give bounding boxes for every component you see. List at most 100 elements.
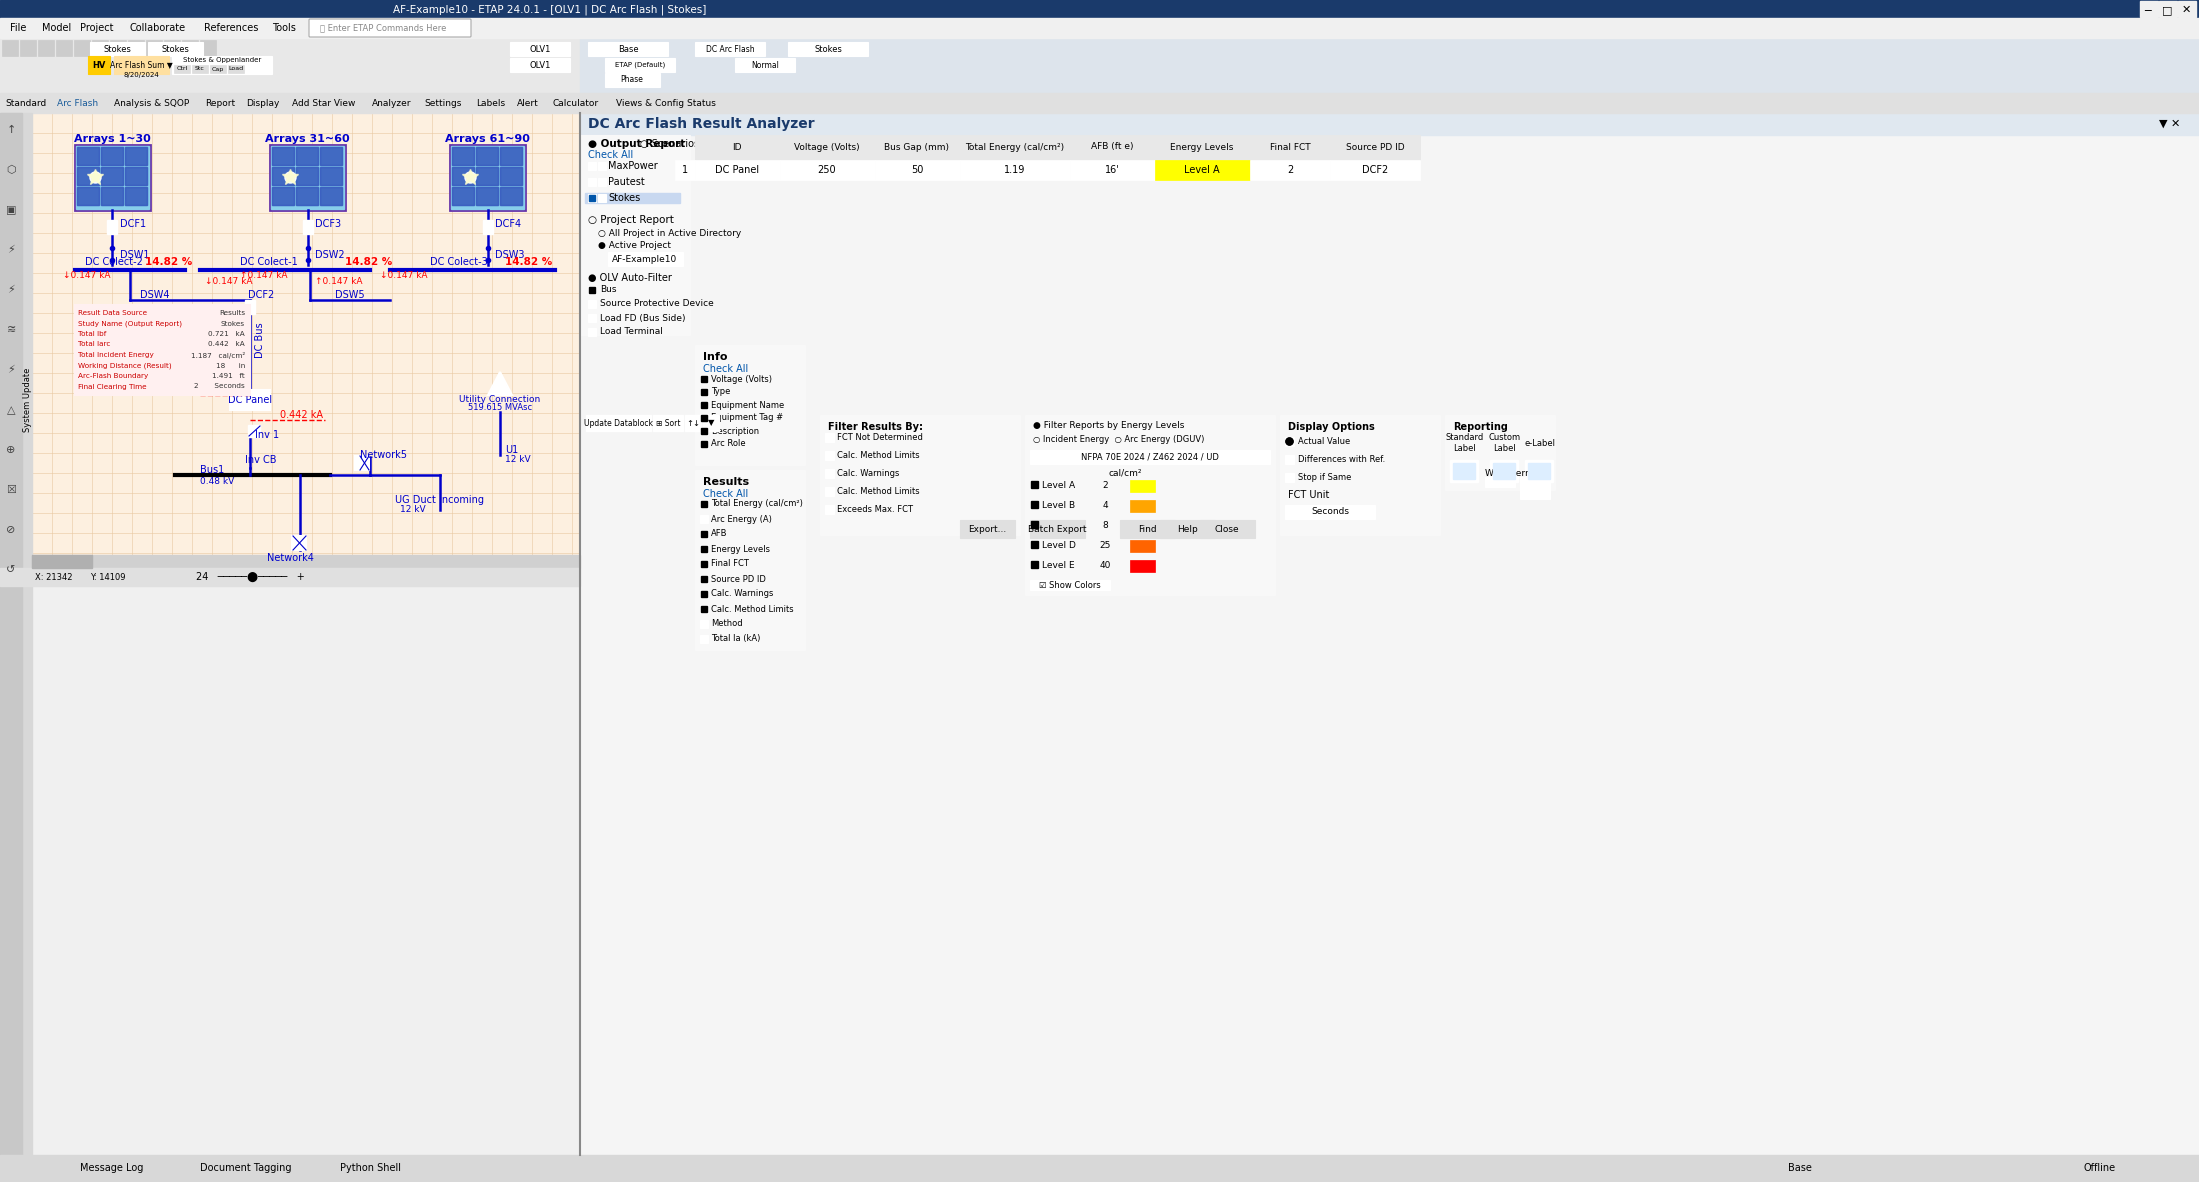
Text: Working Distance (Result): Working Distance (Result) [77,363,172,369]
Text: 24   ─────⬤─────   +: 24 ─────⬤───── + [196,572,303,582]
Bar [20,40,35,56]
Bar [1031,541,1038,548]
Text: 0.442 kA: 0.442 kA [279,410,323,420]
Bar [125,167,147,186]
Text: 250: 250 [818,165,836,175]
Text: X: 21342: X: 21342 [35,572,73,582]
Bar [825,433,833,442]
Text: 8/20/2024: 8/20/2024 [123,72,158,78]
Text: OLV1: OLV1 [530,60,550,70]
Bar [125,147,147,165]
Text: 🔍 Enter ETAP Commands Here: 🔍 Enter ETAP Commands Here [321,24,446,32]
Text: AF-Example10: AF-Example10 [611,254,677,264]
Bar [587,314,596,322]
Text: Ctrl: Ctrl [176,66,187,71]
Bar [484,220,493,234]
Text: DSW1: DSW1 [121,251,150,260]
Bar [451,147,523,209]
Text: ✕: ✕ [2181,5,2190,15]
Bar [695,135,1421,160]
Bar [101,187,123,204]
Text: Level D: Level D [1042,540,1075,550]
Text: Voltage (Volts): Voltage (Volts) [710,375,772,383]
Text: Actual Value: Actual Value [1297,437,1350,447]
Text: Source PD ID: Source PD ID [710,574,765,584]
Bar [701,531,708,537]
Bar [699,388,708,396]
Text: Views & Config Status: Views & Config Status [616,98,715,108]
Text: Base: Base [1788,1163,1812,1173]
Text: cal/cm²: cal/cm² [1108,468,1141,478]
Bar [587,327,596,336]
Text: DCF2: DCF2 [1361,165,1388,175]
Bar [231,390,270,410]
Bar [701,376,708,382]
Text: ↺: ↺ [7,565,15,574]
Bar [695,135,781,160]
Bar [270,145,345,210]
Bar [0,18,2199,38]
Bar [321,167,343,186]
Text: Batch Export: Batch Export [1027,525,1086,533]
Text: Standard
Label: Standard Label [1447,434,1484,453]
Text: Load Terminal: Load Terminal [600,327,662,337]
Bar [321,147,343,165]
Text: Stokes & Oppenlander: Stokes & Oppenlander [183,57,262,63]
Text: Load FD (Bus Side): Load FD (Bus Side) [600,313,686,323]
Bar [2140,1,2157,17]
Bar [108,220,117,234]
Bar [581,113,2199,1155]
Bar [510,58,570,72]
Bar [303,220,312,234]
Bar [101,187,123,204]
Bar [1029,500,1038,509]
Text: ↑: ↑ [7,125,15,135]
Text: Energy Levels: Energy Levels [1170,143,1234,151]
Text: 14.82 %: 14.82 % [345,256,391,267]
Text: Find: Find [1137,525,1157,533]
Text: DC Panel: DC Panel [229,395,273,405]
Text: ⚡: ⚡ [7,365,15,375]
Text: ☒: ☒ [7,485,15,495]
Text: Calculator: Calculator [552,98,598,108]
Bar [292,535,306,550]
Text: Arrays 61~90: Arrays 61~90 [444,134,530,144]
Text: Total Energy (cal/cm²): Total Energy (cal/cm²) [965,143,1064,151]
Text: ● Active Project: ● Active Project [598,241,671,251]
Bar [825,469,833,478]
Bar [297,187,319,204]
Text: Method: Method [710,619,743,629]
Text: Inv 1: Inv 1 [255,430,279,440]
Bar [587,194,596,202]
Bar [961,520,1016,538]
Bar [695,43,765,56]
Bar [273,167,295,186]
Bar [229,65,244,73]
Bar [128,40,143,56]
Text: DC Colect-3: DC Colect-3 [431,256,488,267]
Bar [598,162,607,170]
Bar [1029,540,1038,548]
Bar [605,58,675,72]
Bar [499,147,521,165]
Bar [273,147,295,165]
Text: Level E: Level E [1042,560,1075,570]
Bar [244,300,255,314]
Text: Model: Model [42,22,70,33]
Text: Total Ibf: Total Ibf [77,331,106,337]
Text: ↑0.147 kA: ↑0.147 kA [314,278,363,286]
Bar [699,574,708,583]
Text: 18      in: 18 in [216,363,244,369]
Text: Help: Help [343,22,365,33]
Text: △: △ [7,405,15,415]
Text: Arc-Flash Boundary: Arc-Flash Boundary [77,374,147,379]
Text: 1: 1 [682,165,688,175]
Text: Differences with Ref.: Differences with Ref. [1297,455,1385,465]
Text: Type: Type [710,388,730,396]
Bar [147,43,202,56]
Bar [1130,500,1154,512]
Bar [699,414,708,422]
Bar [297,147,319,165]
Bar [75,305,251,395]
Bar [1528,463,1550,479]
